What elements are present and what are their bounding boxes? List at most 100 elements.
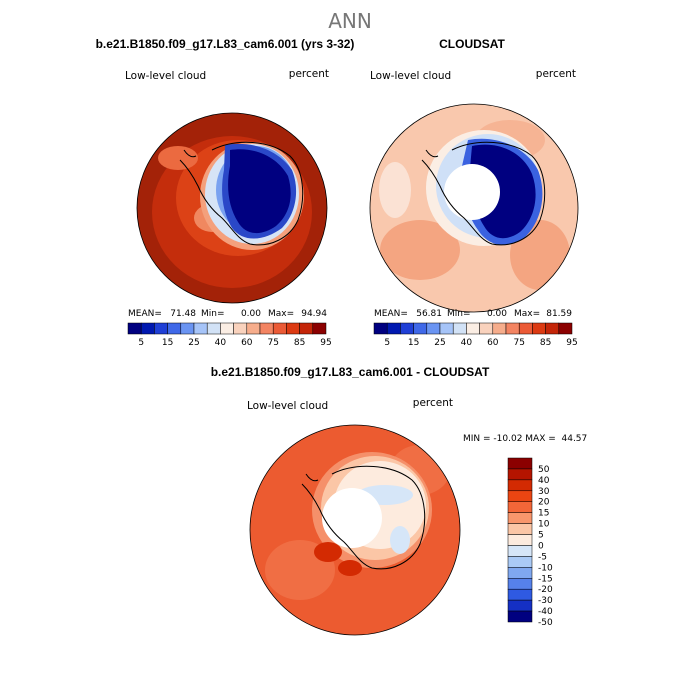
panel-difference-colorbar-tick-label: 20 bbox=[538, 498, 550, 508]
panel-difference-colorbar-box bbox=[507, 556, 533, 568]
panel-difference-colorbar-tick-label: -50 bbox=[538, 618, 553, 628]
panel-model-colorbar-box bbox=[180, 322, 195, 335]
panel-cloudsat-colorbar-box bbox=[426, 322, 441, 335]
panel-difference-colorbar-box bbox=[507, 588, 533, 601]
panel-difference-minmax: MIN = -10.02 MAX = 44.57 bbox=[463, 434, 587, 444]
panel-model-colorbar-tick-label: 95 bbox=[320, 338, 331, 348]
panel-cloudsat-colorbar-box bbox=[466, 322, 480, 335]
panel-cloudsat-missing-pole bbox=[444, 164, 500, 220]
panel-difference-colorbar-box bbox=[507, 512, 533, 524]
panel-difference-colorbar-tick-label: 0 bbox=[538, 541, 544, 551]
panel-model-mean-label: MEAN= bbox=[128, 309, 162, 319]
panel-difference-title: b.e21.B1850.f09_g17.L83_cam6.001 - CLOUD… bbox=[211, 365, 490, 379]
panel-difference-colorbar-tick-label: 10 bbox=[538, 520, 550, 530]
panel-cloudsat-colorbar-box bbox=[439, 322, 454, 335]
panel-model-colorbar-box bbox=[233, 322, 248, 335]
panel-cloudsat-colorbar-box bbox=[545, 322, 560, 335]
panel-difference-colorbar-box bbox=[507, 610, 533, 623]
panel-model-colorbar-box bbox=[206, 322, 221, 335]
panel-model-min-label: Min= bbox=[201, 309, 225, 319]
panel-cloudsat-colorbar: 5 15 25 40 60 75 85 95 bbox=[373, 322, 578, 348]
panel-cloudsat-colorbar-tick-label: 5 bbox=[384, 338, 390, 348]
panel-cloudsat-units-label: percent bbox=[536, 68, 576, 80]
panel-difference: b.e21.B1850.f09_g17.L83_cam6.001 - CLOUD… bbox=[211, 365, 587, 636]
panel-model-colorbar-box bbox=[259, 322, 274, 335]
panel-cloudsat-colorbar-box bbox=[505, 322, 520, 335]
panel-cloudsat-colorbar-box bbox=[400, 322, 414, 335]
panel-difference-map-border bbox=[249, 424, 461, 636]
panel-model-colorbar-tick-label: 25 bbox=[188, 338, 199, 348]
panel-model-colorbar-tick-label: 5 bbox=[138, 338, 144, 348]
panel-difference-colorbar-tick-label: 5 bbox=[538, 531, 544, 541]
panel-cloudsat-coastline bbox=[421, 141, 546, 246]
panel-cloudsat-mean-value: 56.81 bbox=[416, 309, 442, 319]
panel-cloudsat-max-value: 81.59 bbox=[546, 309, 572, 319]
panel-model-colorbar-box bbox=[167, 322, 182, 335]
panel-difference-colorbar-tick-label: 15 bbox=[538, 509, 549, 519]
panel-model-coastline bbox=[179, 141, 304, 246]
panel-difference-colorbar-box bbox=[507, 457, 533, 470]
panel-model-colorbar-box bbox=[312, 322, 327, 335]
panel-cloudsat-min-value: 0.00 bbox=[487, 309, 507, 319]
panel-model-max-label: Max= bbox=[268, 309, 294, 319]
panel-cloudsat-colorbar-box bbox=[492, 322, 507, 335]
panel-difference-colorbar-box bbox=[507, 534, 533, 546]
panel-difference-colorbar-tick-label: -5 bbox=[538, 552, 547, 562]
panel-difference-colorbar-box bbox=[507, 599, 533, 612]
panel-cloudsat-title: CLOUDSAT bbox=[439, 37, 505, 51]
panel-model-colorbar-box bbox=[299, 322, 314, 335]
panel-difference-colorbar-box bbox=[507, 501, 533, 513]
panel-cloudsat-colorbar-box bbox=[452, 322, 467, 335]
panel-model-map bbox=[137, 113, 327, 303]
panel-cloudsat-colorbar-tick-label: 40 bbox=[461, 338, 473, 348]
panel-difference-variable-label: Low-level cloud bbox=[247, 400, 328, 412]
panel-model-min-value: 0.00 bbox=[241, 309, 261, 319]
panel-cloudsat-colorbar-tick-label: 85 bbox=[540, 338, 551, 348]
panel-difference-colorbar-box bbox=[507, 479, 533, 492]
panel-model-colorbar-tick-label: 85 bbox=[294, 338, 305, 348]
figure-title: ANN bbox=[328, 9, 372, 33]
panel-cloudsat-colorbar-tick-label: 60 bbox=[487, 338, 499, 348]
panel-cloudsat: CLOUDSAT Low-level cloud percent MEAN= 5… bbox=[369, 37, 579, 348]
panel-model-colorbar-box bbox=[286, 322, 300, 335]
panel-difference-colorbar-box bbox=[507, 490, 533, 502]
panel-difference-colorbar-tick-label: -30 bbox=[538, 596, 553, 606]
panel-cloudsat-colorbar-box bbox=[532, 322, 546, 335]
panel-cloudsat-colorbar-tick-label: 25 bbox=[434, 338, 445, 348]
panel-cloudsat-map bbox=[370, 104, 578, 312]
panel-model-map-border bbox=[136, 112, 328, 304]
panel-cloudsat-min-label: Min= bbox=[447, 309, 471, 319]
panel-model-colorbar-box bbox=[127, 322, 142, 335]
panel-model-colorbar-box bbox=[272, 322, 287, 335]
panel-model-units-label: percent bbox=[289, 68, 329, 80]
panel-model-title: b.e21.B1850.f09_g17.L83_cam6.001 (yrs 3-… bbox=[96, 37, 355, 51]
panel-model-max-value: 94.94 bbox=[301, 309, 327, 319]
panel-difference-colorbar-tick-label: 40 bbox=[538, 476, 550, 486]
panel-cloudsat-mean-label: MEAN= bbox=[374, 309, 408, 319]
panel-difference-colorbar-tick-label: -20 bbox=[538, 585, 553, 595]
panel-difference-colorbar-box bbox=[507, 523, 533, 535]
panel-difference-coastline bbox=[301, 465, 426, 570]
panel-cloudsat-max-label: Max= bbox=[514, 309, 540, 319]
panel-difference-colorbar-box bbox=[507, 468, 533, 481]
panel-model-colorbar: 5 15 25 40 60 75 85 95 bbox=[127, 322, 332, 348]
panel-difference-units-label: percent bbox=[413, 397, 453, 409]
panel-model-colorbar-tick-label: 40 bbox=[215, 338, 227, 348]
panel-model-colorbar-box bbox=[246, 322, 261, 335]
panel-difference-colorbar-box bbox=[507, 578, 533, 590]
panel-cloudsat-colorbar-box bbox=[558, 322, 573, 335]
panel-difference-colorbar-box bbox=[507, 545, 533, 557]
panel-difference-colorbar-tick-label: -10 bbox=[538, 563, 553, 573]
panel-model-colorbar-box bbox=[154, 322, 168, 335]
panel-difference-missing-pole bbox=[322, 488, 382, 548]
panel-cloudsat-colorbar-box bbox=[413, 322, 428, 335]
panel-difference-colorbar-tick-label: 30 bbox=[538, 487, 550, 497]
panel-difference-colorbar-tick-label: -40 bbox=[538, 607, 553, 617]
panel-model-colorbar-box bbox=[220, 322, 234, 335]
panel-model-colorbar-tick-label: 15 bbox=[162, 338, 173, 348]
panel-cloudsat-colorbar-box bbox=[373, 322, 388, 335]
panel-difference-colorbar-box bbox=[507, 567, 533, 579]
panel-cloudsat-colorbar-tick-label: 15 bbox=[408, 338, 419, 348]
